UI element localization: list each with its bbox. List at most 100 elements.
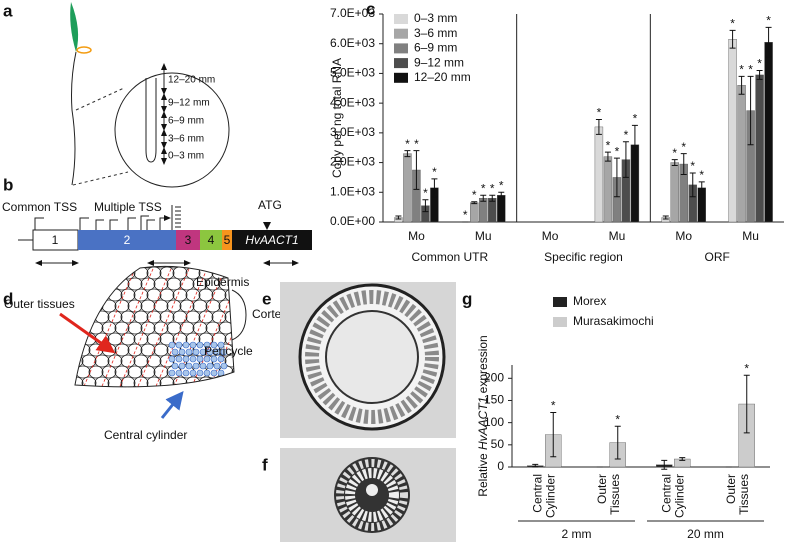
stele-cell: [171, 348, 179, 356]
panel-label: e: [262, 289, 271, 308]
y-tick-label: 2.0E+03: [330, 155, 375, 169]
arrow: [160, 390, 184, 419]
x-tick-label: Central: [530, 474, 544, 513]
bracket: [231, 289, 247, 341]
cell: [101, 365, 117, 379]
cell: [205, 321, 221, 335]
y-axis-label: Copy per ng total RNA: [330, 58, 344, 178]
cell: [179, 321, 195, 335]
stele-cell: [182, 355, 190, 363]
significance: *: [748, 63, 753, 77]
stele-cell: [220, 362, 228, 370]
error-bar: [631, 124, 638, 165]
seedling: [70, 2, 230, 188]
cell: [75, 266, 84, 280]
zone-label: 12–20 mm: [168, 75, 215, 86]
cell: [146, 266, 162, 280]
legend-label: 12–20 mm: [414, 70, 471, 84]
error-bar: [756, 69, 763, 80]
stele-cell: [206, 362, 214, 370]
cell: [133, 266, 149, 280]
x-tick-label: Mo: [675, 229, 692, 243]
stele-cell: [192, 362, 200, 370]
error-bar: [395, 215, 402, 220]
bar: [755, 74, 764, 223]
gene-label: Multiple TSS: [94, 200, 162, 214]
exon-label: 5: [224, 233, 231, 247]
cell: [75, 266, 78, 269]
cell: [192, 277, 208, 291]
cell-wall: [95, 266, 157, 387]
y-tick-label: 6.0E+03: [330, 36, 375, 50]
cell: [101, 299, 117, 313]
legend-label: 3–6 mm: [414, 26, 457, 40]
cell: [224, 288, 234, 302]
cell: [127, 365, 143, 379]
legend-label: Morex: [573, 294, 606, 308]
significance: *: [730, 17, 735, 31]
cell: [75, 332, 84, 346]
significance: *: [624, 128, 629, 142]
zone-label: 9–12 mm: [168, 98, 210, 109]
bar: [470, 202, 479, 223]
stele-cell: [213, 362, 221, 370]
error-bar: [422, 199, 429, 213]
error-bar: [404, 150, 411, 158]
cell: [172, 310, 188, 324]
stele-cell: [175, 355, 183, 363]
error-bar: [698, 181, 705, 195]
cell-wall: [185, 266, 234, 387]
stele-cell: [178, 348, 186, 356]
panel-label: b: [3, 175, 13, 194]
cell: [218, 266, 234, 269]
cell: [192, 321, 208, 335]
cell: [75, 277, 78, 291]
cell: [179, 266, 195, 269]
cell: [101, 321, 117, 335]
y-tick-label: 3.0E+03: [330, 125, 375, 139]
cell: [81, 266, 97, 280]
significance: *: [414, 137, 419, 151]
y-tick-label: 100: [484, 415, 504, 429]
stele-cell: [168, 341, 176, 349]
significance: *: [672, 146, 677, 160]
cell: [205, 277, 221, 291]
legend-swatch: [394, 43, 408, 54]
cell: [140, 365, 156, 379]
legend-label: Murasakimochi: [573, 314, 654, 328]
bar: [737, 85, 746, 223]
cell: [88, 277, 104, 291]
group-label: Common UTR: [411, 250, 488, 264]
error-bar: [604, 151, 611, 162]
stele-cell: [203, 341, 211, 349]
x-tick-label: Central: [659, 474, 673, 513]
stele-cell: [168, 355, 176, 363]
significance: *: [597, 106, 602, 120]
error-bar: [765, 26, 772, 58]
exon-label: 3: [185, 233, 192, 247]
panel-label: f: [262, 455, 268, 474]
y-axis-label-part: Relative: [476, 453, 490, 497]
cell: [140, 266, 156, 269]
x-tick-label: Mo: [408, 229, 425, 243]
cell: [107, 354, 123, 368]
bar: [764, 42, 773, 223]
cell-wall: [149, 266, 211, 387]
bar: [594, 126, 604, 223]
y-tick-label: 150: [484, 393, 504, 407]
gene-model: [18, 205, 312, 266]
cell: [166, 266, 182, 269]
cell: [205, 299, 221, 313]
bar: [479, 198, 488, 223]
cell: [120, 288, 136, 302]
tissue-label: Pericycle: [204, 344, 253, 358]
stele-cell: [175, 369, 183, 377]
stele-cell: [213, 348, 221, 356]
stele-cell: [196, 355, 204, 363]
error-bar: [471, 201, 478, 205]
cell: [224, 310, 234, 324]
tissue-label: Epidermis: [196, 275, 249, 289]
exon-label: HvAACT1: [245, 233, 298, 247]
y-tick-label: 5.0E+03: [330, 66, 375, 80]
